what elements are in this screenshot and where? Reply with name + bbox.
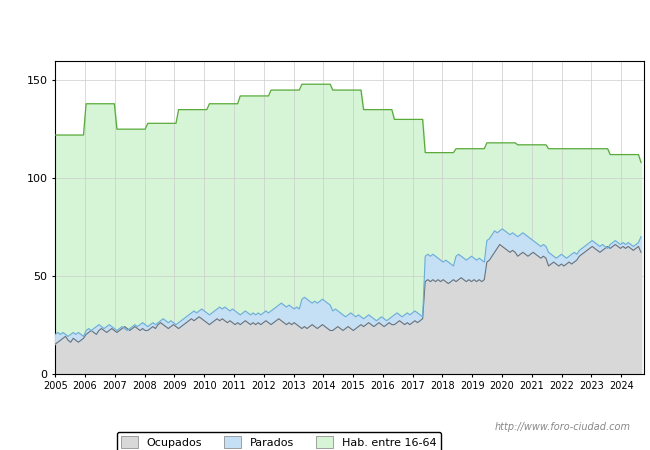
Legend: Ocupados, Parados, Hab. entre 16-64: Ocupados, Parados, Hab. entre 16-64 (116, 432, 441, 450)
Text: Almajano - Evolucion de la poblacion en edad de Trabajar Septiembre de 2024: Almajano - Evolucion de la poblacion en … (93, 17, 557, 30)
Text: http://www.foro-ciudad.com: http://www.foro-ciudad.com (495, 422, 630, 432)
